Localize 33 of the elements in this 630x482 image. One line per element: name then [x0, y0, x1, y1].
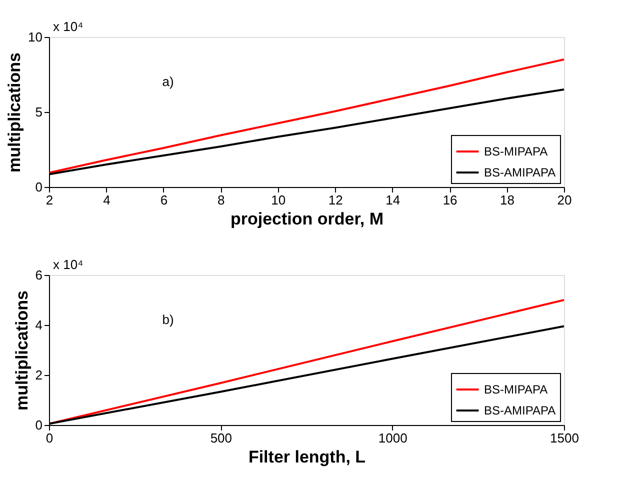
x-tick-label: 18: [500, 192, 515, 208]
x-tick-label: 2: [46, 192, 54, 208]
x-tick-label: 10: [271, 192, 286, 208]
legend-label: BS-MIPAPA: [484, 144, 548, 158]
x-tick-label: 0: [46, 430, 54, 446]
x-axis-title: Filter length, L: [248, 448, 366, 466]
y-axis-title: multiplications: [5, 52, 24, 172]
x-tick-label: 16: [442, 192, 458, 208]
y-axis-title: multiplications: [12, 290, 32, 410]
x-tick-label: 20: [557, 192, 572, 208]
x-tick-label: 1500: [550, 430, 579, 446]
legend-label: BS-AMIPAPA: [484, 166, 556, 180]
y-tick-label: 5: [35, 104, 42, 120]
x-tick-label: 6: [160, 192, 168, 208]
x-tick-label: 8: [218, 192, 225, 208]
x-axis-title: projection order, M: [230, 210, 384, 228]
x-tick-label: 12: [328, 192, 343, 208]
x-tick-label: 14: [386, 192, 400, 208]
text: x 10⁴: [53, 257, 84, 272]
y-tick-label: 6: [35, 268, 42, 282]
legend-label: BS-MIPAPA: [484, 382, 548, 396]
text: x 10⁴: [53, 19, 84, 34]
x-tick-label: 1000: [378, 430, 408, 446]
y-tick-label: 10: [28, 30, 42, 44]
x-tick-label: 4: [103, 192, 110, 208]
y-tick-label: 4: [35, 318, 42, 332]
annotation: b): [162, 312, 174, 327]
legend-label: BS-AMIPAPA: [484, 404, 556, 418]
x-tick-label: 500: [210, 430, 232, 446]
y-tick-label: 0: [35, 418, 42, 432]
y-tick-label: 0: [35, 180, 42, 194]
y-tick-label: 2: [35, 368, 42, 382]
annotation: a): [162, 74, 174, 89]
